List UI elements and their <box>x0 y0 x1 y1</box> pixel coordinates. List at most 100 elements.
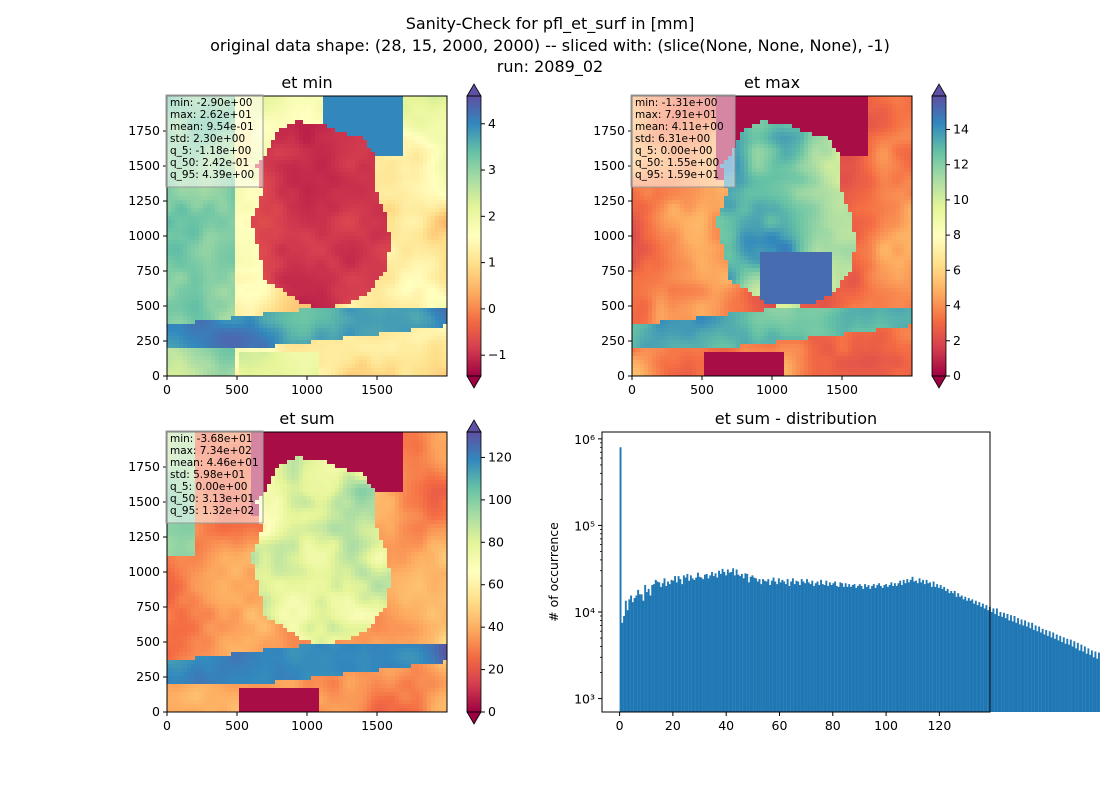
y-tick-label: 250 <box>136 669 160 684</box>
histogram-bar <box>978 602 981 712</box>
x-tick-label: 1500 <box>361 718 393 733</box>
histogram-bar <box>830 585 833 712</box>
histogram-bar <box>644 585 647 712</box>
histogram-bar <box>755 578 757 712</box>
histogram-bar <box>832 583 835 712</box>
histogram-bar <box>689 575 692 712</box>
histogram-bar <box>790 581 793 712</box>
histogram-bar <box>895 585 898 712</box>
x-tick-label: 40 <box>718 718 734 733</box>
histogram-bar <box>1032 629 1035 712</box>
histogram-bar <box>973 603 976 712</box>
histogram-bar <box>640 594 643 712</box>
histogram-bar <box>923 584 926 712</box>
histogram-bar <box>941 588 944 712</box>
histogram-bar <box>934 586 937 712</box>
histogram-bar <box>783 581 786 712</box>
axes-frame <box>601 431 991 713</box>
histogram-bar <box>828 582 831 712</box>
stats-line: q_5: -1.18e+00 <box>170 145 251 157</box>
histogram-bar <box>1034 625 1037 712</box>
y-tick-label: 500 <box>136 298 160 313</box>
histogram-bar <box>637 589 640 712</box>
histogram-bar <box>661 583 664 712</box>
histogram-bar <box>983 608 986 712</box>
histogram-bar <box>740 573 743 712</box>
colorbar-tick-label: 1 <box>488 255 496 270</box>
histogram-bar <box>691 578 694 712</box>
histogram-bar <box>906 579 909 712</box>
histogram-bar <box>855 587 858 712</box>
histogram-bar <box>770 580 773 712</box>
x-tick-label: 1500 <box>826 382 858 397</box>
histogram-bar <box>732 568 735 712</box>
histogram-bar <box>800 579 803 712</box>
y-tick-label: 1250 <box>128 193 160 208</box>
histogram-bar <box>623 615 626 712</box>
histogram-bar <box>806 579 808 712</box>
histogram-bar <box>876 585 879 712</box>
colorbar-tick-label: 0 <box>488 704 496 719</box>
colorbar-gradient <box>467 432 481 712</box>
stats-box-background <box>630 94 736 188</box>
histogram-bar <box>897 583 900 712</box>
y-tick-label: 1000 <box>593 228 625 243</box>
histogram-bar <box>1073 641 1076 712</box>
histogram-bar <box>955 596 958 712</box>
histogram-bar <box>1092 657 1095 712</box>
colorbar: 0 2 4 6 8 10 12 14 <box>931 83 969 389</box>
histogram-bar <box>950 590 953 712</box>
histogram-bar <box>698 576 701 712</box>
histogram-bar <box>892 585 895 712</box>
colorbar-extend-min <box>466 375 482 389</box>
colorbar-extend-max <box>466 83 482 97</box>
stats-line: max: 7.91e+01 <box>635 109 717 121</box>
histogram-bar <box>802 581 805 712</box>
y-tick-label: 10⁵ <box>574 518 595 533</box>
histogram-bar <box>825 580 828 712</box>
histogram-bar <box>693 579 696 712</box>
colorbar-tick-label: 0 <box>953 368 961 383</box>
histogram-bar <box>1001 616 1004 712</box>
histogram-bar <box>633 598 636 712</box>
histogram-bar <box>900 585 903 712</box>
histogram-bar <box>860 585 863 712</box>
histogram-bar <box>702 579 705 712</box>
histogram-bar <box>1085 653 1088 712</box>
histogram-bar <box>635 595 638 712</box>
histogram-bar <box>959 596 961 712</box>
histogram-bar <box>1094 651 1097 712</box>
y-axis: 10³ 10⁴ 10⁵ 10⁶ <box>574 432 602 707</box>
x-tick-label: 20 <box>665 718 681 733</box>
colorbar-tick-label: 4 <box>488 116 496 131</box>
colorbar-gradient <box>932 96 946 376</box>
histogram-bar <box>1017 618 1019 712</box>
histogram-bar <box>1039 632 1042 712</box>
histogram-bar <box>835 585 838 712</box>
histogram-bar <box>719 573 722 712</box>
histogram-bar <box>1080 644 1083 712</box>
histogram-bar <box>696 572 699 712</box>
colorbar-tick-label: 60 <box>488 577 504 592</box>
histogram-bar <box>1062 637 1065 712</box>
histogram-bar <box>742 578 745 712</box>
stats-line: q_50: 3.13e+01 <box>170 493 254 505</box>
stats-line: q_95: 1.59e+01 <box>635 169 719 181</box>
histogram-bar <box>1061 642 1063 712</box>
histogram-bars <box>619 447 1100 712</box>
stats-line: std: 2.30e+00 <box>170 133 245 145</box>
histogram-bar <box>925 579 928 712</box>
histogram-bar <box>709 575 712 712</box>
histogram-bar <box>705 573 708 712</box>
stats-line: q_95: 4.39e+00 <box>170 169 254 181</box>
y-tick-label: 1250 <box>593 193 625 208</box>
histogram-bar <box>630 595 633 712</box>
histogram-bar <box>1071 646 1074 712</box>
stats-line: mean: 4.11e+00 <box>635 121 724 133</box>
histogram-bar <box>695 577 698 712</box>
histogram-bar <box>774 581 777 712</box>
y-tick-label: 1500 <box>128 494 160 509</box>
colorbar-tick-label: 20 <box>488 662 504 677</box>
histogram-bar <box>1038 626 1041 712</box>
histogram-bar <box>820 579 822 712</box>
